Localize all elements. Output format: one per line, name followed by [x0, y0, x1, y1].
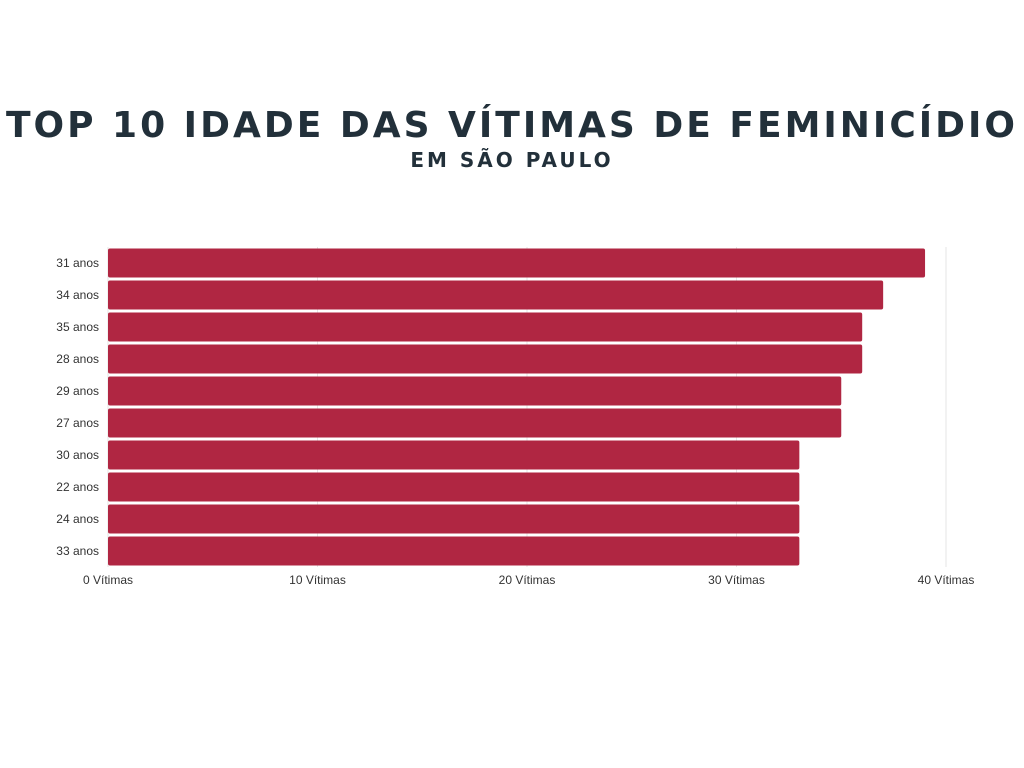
bar — [108, 440, 800, 470]
category-label: 27 anos — [56, 416, 99, 430]
category-label: 22 anos — [56, 480, 99, 494]
category-label: 29 anos — [56, 384, 99, 398]
x-tick-label: 10 Vítimas — [289, 573, 346, 587]
category-label: 28 anos — [56, 352, 99, 366]
bar — [108, 280, 884, 310]
bar — [108, 472, 800, 502]
bar — [108, 248, 926, 278]
chart-subtitle: EM SÃO PAULO — [410, 148, 614, 172]
chart-title: TOP 10 IDADE DAS VÍTIMAS DE FEMINICÍDIO — [5, 105, 1019, 146]
category-label: 33 anos — [56, 544, 99, 558]
category-label: 30 anos — [56, 448, 99, 462]
x-tick-labels: 0 Vítimas 10 Vítimas 20 Vítimas 30 Vítimas 4… — [83, 573, 974, 587]
x-tick-label: 20 Vítimas — [499, 573, 556, 587]
category-labels: 31 anos 34 anos 35 anos 28 anos 29 anos 27 an… — [56, 256, 99, 558]
category-label: 35 anos — [56, 320, 99, 334]
bars — [108, 248, 926, 566]
bar — [108, 536, 800, 566]
x-tick-label: 40 Vítimas — [918, 573, 975, 587]
bar — [108, 344, 863, 374]
category-label: 34 anos — [56, 288, 99, 302]
bar — [108, 408, 842, 438]
bar — [108, 504, 800, 534]
bar — [108, 376, 842, 406]
category-label: 24 anos — [56, 512, 99, 526]
bar — [108, 312, 863, 342]
category-label: 31 anos — [56, 256, 99, 270]
x-tick-label: 30 Vítimas — [708, 573, 765, 587]
x-tick-label: 0 Vítimas — [83, 573, 133, 587]
